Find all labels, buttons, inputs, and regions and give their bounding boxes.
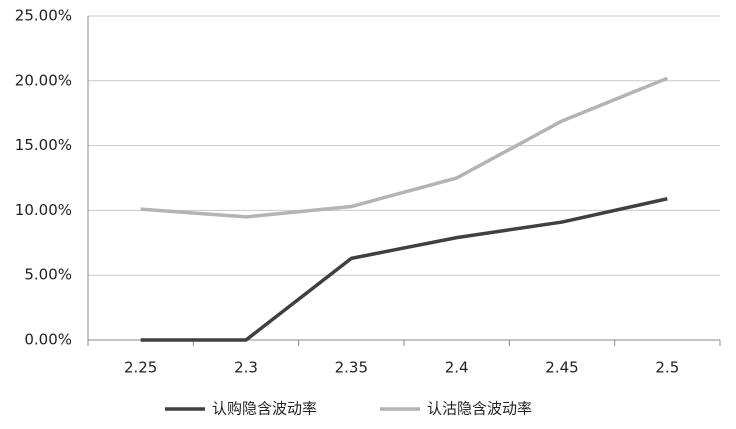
legend-label: 认沽隐含波动率: [427, 400, 532, 418]
y-tick-label: 15.00%: [15, 136, 72, 154]
y-tick-label: 5.00%: [24, 266, 72, 284]
series-line: [140, 197, 668, 342]
x-tick-label: 2.25: [124, 359, 157, 377]
x-tick-label: 2.35: [335, 359, 368, 377]
y-tick-label: 10.00%: [15, 201, 72, 219]
legend-label: 认购隐含波动率: [212, 400, 317, 418]
y-tick-label: 0.00%: [24, 331, 72, 349]
x-tick-label: 2.5: [655, 359, 679, 377]
y-tick-label: 20.00%: [15, 71, 72, 89]
series-line: [140, 76, 668, 219]
y-tick-label: 25.00%: [15, 7, 72, 25]
x-tick-label: 2.3: [234, 359, 258, 377]
x-tick-label: 2.45: [545, 359, 578, 377]
x-tick-label: 2.4: [445, 359, 469, 377]
